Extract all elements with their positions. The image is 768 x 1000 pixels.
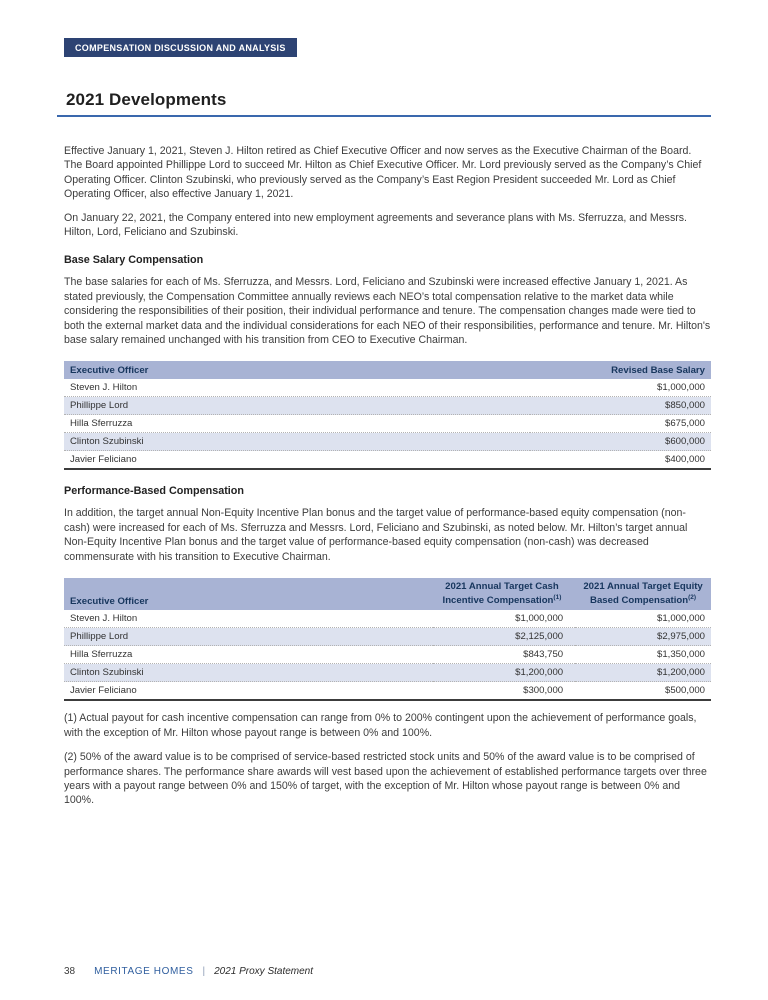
officer-name-cell: Javier Feliciano bbox=[70, 685, 137, 697]
table-row: Javier Feliciano $400,000 bbox=[64, 451, 711, 470]
header-line: 2021 Annual Target Equity bbox=[583, 581, 703, 593]
footnote-ref-2: (2) bbox=[688, 593, 697, 601]
table-row: Hilla Sferruzza $843,750 $1,350,000 bbox=[64, 646, 711, 664]
table-row: Javier Feliciano $300,000 $500,000 bbox=[64, 682, 711, 701]
table-row: Steven J. Hilton $1,000,000 $1,000,000 bbox=[64, 610, 711, 628]
intro-paragraph-1: Effective January 1, 2021, Steven J. Hil… bbox=[64, 145, 702, 201]
page-content: COMPENSATION DISCUSSION AND ANALYSIS 202… bbox=[57, 38, 711, 807]
title-block: 2021 Developments bbox=[57, 90, 711, 117]
company-name: MERITAGE HOMES bbox=[94, 966, 194, 977]
footnote-2: (2) 50% of the award value is to be comp… bbox=[64, 751, 707, 807]
officer-column-header: Executive Officer bbox=[64, 578, 433, 611]
salary-cell: $850,000 bbox=[664, 400, 705, 412]
table-header-row: Executive Officer Revised Base Salary bbox=[64, 361, 711, 380]
footnote-ref-1: (1) bbox=[553, 593, 562, 601]
header-line: Based Compensation bbox=[590, 594, 689, 606]
base-salary-table: Executive Officer Revised Base Salary St… bbox=[64, 361, 711, 471]
equity-compensation-cell: $1,200,000 bbox=[656, 667, 705, 679]
officer-name-cell: Steven J. Hilton bbox=[70, 613, 138, 625]
page-number: 38 bbox=[64, 966, 76, 977]
table-row: Clinton Szubinski $1,200,000 $1,200,000 bbox=[64, 663, 711, 682]
table-row: Phillippe Lord $2,125,000 $2,975,000 bbox=[64, 627, 711, 646]
officer-name-cell: Hilla Sferruzza bbox=[70, 418, 133, 430]
officer-name-cell: Hilla Sferruzza bbox=[70, 649, 133, 661]
footnotes: (1) Actual payout for cash incentive com… bbox=[64, 711, 711, 807]
base-salary-paragraph: The base salaries for each of Ms. Sferru… bbox=[64, 276, 711, 347]
table-row: Hilla Sferruzza $675,000 bbox=[64, 415, 711, 433]
officer-name-cell: Steven J. Hilton bbox=[70, 382, 138, 394]
performance-heading: Performance-Based Compensation bbox=[64, 485, 244, 498]
performance-table: Executive Officer 2021 Annual Target Cas… bbox=[64, 578, 711, 702]
table-header-row: Executive Officer 2021 Annual Target Cas… bbox=[64, 578, 711, 611]
salary-cell: $1,000,000 bbox=[656, 382, 705, 394]
header-line: 2021 Annual Target Cash bbox=[445, 581, 559, 593]
cash-incentive-cell: $843,750 bbox=[523, 649, 564, 661]
table-row: Phillippe Lord $850,000 bbox=[64, 396, 711, 415]
officer-name-cell: Clinton Szubinski bbox=[70, 667, 144, 679]
section-badge: COMPENSATION DISCUSSION AND ANALYSIS bbox=[64, 38, 297, 57]
performance-paragraph: In addition, the target annual Non-Equit… bbox=[64, 507, 688, 563]
base-salary-heading: Base Salary Compensation bbox=[64, 254, 204, 267]
footer-separator: | bbox=[202, 966, 206, 977]
equity-compensation-cell: $1,350,000 bbox=[656, 649, 705, 661]
equity-compensation-cell: $2,975,000 bbox=[656, 631, 705, 643]
equity-compensation-cell: $1,000,000 bbox=[656, 613, 705, 625]
officer-name-cell: Phillippe Lord bbox=[70, 631, 129, 643]
equity-compensation-cell: $500,000 bbox=[664, 685, 705, 697]
cash-incentive-cell: $1,200,000 bbox=[515, 667, 564, 679]
document-name: 2021 Proxy Statement bbox=[214, 966, 314, 977]
officer-name-cell: Clinton Szubinski bbox=[70, 436, 144, 448]
intro-paragraph-2: On January 22, 2021, the Company entered… bbox=[64, 211, 688, 239]
revised-salary-column-header: Revised Base Salary bbox=[529, 361, 711, 380]
table-row: Clinton Szubinski $600,000 bbox=[64, 432, 711, 451]
salary-cell: $675,000 bbox=[664, 418, 705, 430]
cash-incentive-cell: $300,000 bbox=[523, 685, 564, 697]
officer-name-cell: Phillippe Lord bbox=[70, 400, 129, 412]
salary-cell: $400,000 bbox=[664, 454, 705, 466]
cash-incentive-cell: $2,125,000 bbox=[515, 631, 564, 643]
cash-incentive-column-header: 2021 Annual Target Cash Incentive Compen… bbox=[432, 578, 576, 611]
page-title: 2021 Developments bbox=[66, 90, 227, 109]
officer-name-cell: Javier Feliciano bbox=[70, 454, 137, 466]
footnote-1: (1) Actual payout for cash incentive com… bbox=[64, 712, 697, 739]
cash-incentive-cell: $1,000,000 bbox=[515, 613, 564, 625]
header-line: Incentive Compensation bbox=[442, 594, 554, 606]
page-footer: 38 MERITAGE HOMES | 2021 Proxy Statement bbox=[64, 966, 313, 977]
salary-cell: $600,000 bbox=[664, 436, 705, 448]
equity-column-header: 2021 Annual Target Equity Based Compensa… bbox=[575, 578, 711, 611]
table-row: Steven J. Hilton $1,000,000 bbox=[64, 379, 711, 397]
officer-column-header: Executive Officer bbox=[64, 361, 530, 380]
